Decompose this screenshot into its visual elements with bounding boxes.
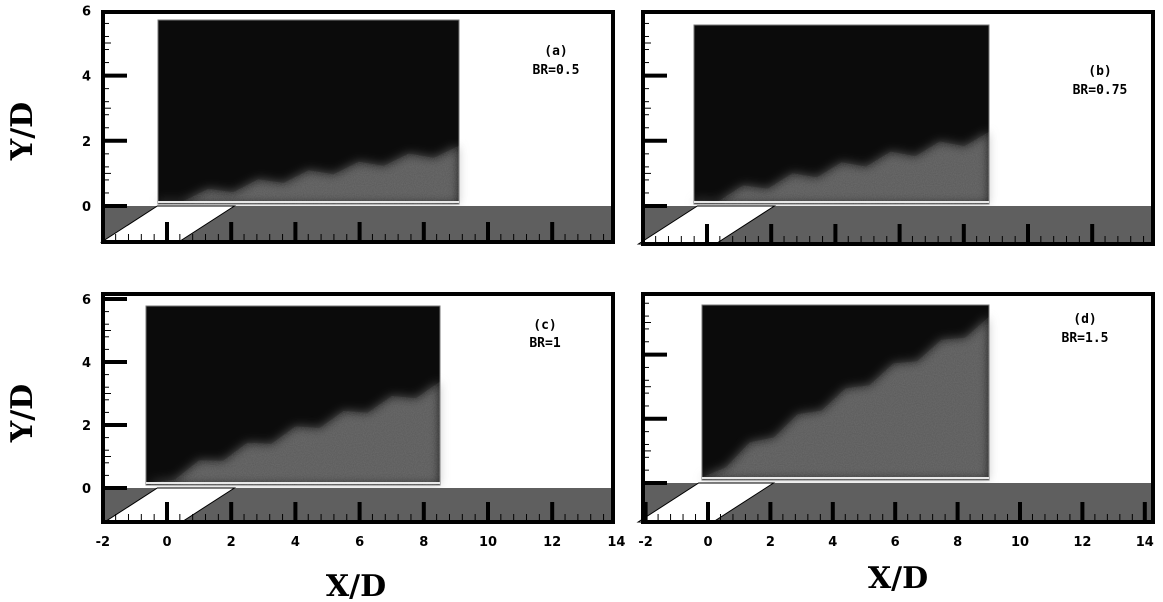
- panel-frame: [101, 292, 615, 524]
- y-tick-label: 2: [82, 419, 91, 434]
- x-tick-label: 4: [828, 535, 837, 550]
- x-tick-label: 6: [355, 535, 364, 550]
- y-axis-label-bottom: Y/D: [5, 384, 40, 443]
- panels-group: (a) BR=0.5 0 2 4 6 (b) BR=0.75 (c) BR=1 0 2 4 6 -2 0 2 4 6…: [82, 4, 1155, 550]
- y-axis-label-top: Y/D: [5, 102, 40, 161]
- x-tick-label: 4: [291, 535, 300, 550]
- panel-label: (b): [1088, 64, 1111, 79]
- y-tick-label: 4: [82, 70, 91, 85]
- panel-frame: [641, 292, 1155, 524]
- jet-plume-texture: [158, 145, 459, 204]
- x-tick-label: 0: [162, 535, 171, 550]
- x-tick-label: 12: [1073, 535, 1091, 550]
- panel-frame: [101, 10, 615, 244]
- panel-c: (c) BR=1 0 2 4 6 -2 0 2 4 6 8 10 12 14: [82, 292, 625, 550]
- blowing-ratio-label: BR=1.5: [1062, 331, 1109, 346]
- x-tick-label: 10: [479, 535, 497, 550]
- panel-label: (d): [1073, 312, 1096, 327]
- x-tick-label: -2: [96, 535, 110, 550]
- panel-b: (b) BR=0.75: [636, 10, 1155, 246]
- x-tick-label: 2: [766, 535, 775, 550]
- y-tick-label: 6: [82, 293, 91, 308]
- x-tick-label: 8: [419, 535, 428, 550]
- x-tick-label: 10: [1011, 535, 1029, 550]
- x-tick-label: 2: [227, 535, 236, 550]
- x-tick-label: 12: [543, 535, 561, 550]
- x-tick-label: 14: [1136, 535, 1154, 550]
- panel-label: (c): [533, 318, 556, 333]
- y-tick-label: 0: [82, 200, 91, 215]
- panel-d: (d) BR=1.5 -2 0 2 4 6 8 10 12 14: [636, 292, 1155, 550]
- panel-label: (a): [544, 44, 567, 59]
- blowing-ratio-label: BR=1: [529, 336, 560, 351]
- panel-frame: [641, 10, 1155, 246]
- x-axis-label-left: X/D: [326, 569, 386, 602]
- x-tick-label: 0: [703, 535, 712, 550]
- x-tick-label: 14: [607, 535, 625, 550]
- y-tick-label: 6: [82, 4, 91, 19]
- blowing-ratio-label: BR=0.5: [533, 63, 580, 78]
- blowing-ratio-label: BR=0.75: [1073, 83, 1128, 98]
- y-tick-label: 0: [82, 482, 91, 497]
- x-axis-label-right: X/D: [868, 561, 928, 596]
- y-tick-label: 2: [82, 135, 91, 150]
- jet-plume-texture: [694, 131, 989, 204]
- panel-a: (a) BR=0.5 0 2 4 6: [82, 4, 615, 244]
- jet-plume-texture: [150, 381, 440, 485]
- y-tick-label: 4: [82, 356, 91, 371]
- x-tick-label: -2: [638, 535, 652, 550]
- x-tick-label: 8: [953, 535, 962, 550]
- x-tick-label: 6: [891, 535, 900, 550]
- jet-plume-texture: [702, 316, 989, 480]
